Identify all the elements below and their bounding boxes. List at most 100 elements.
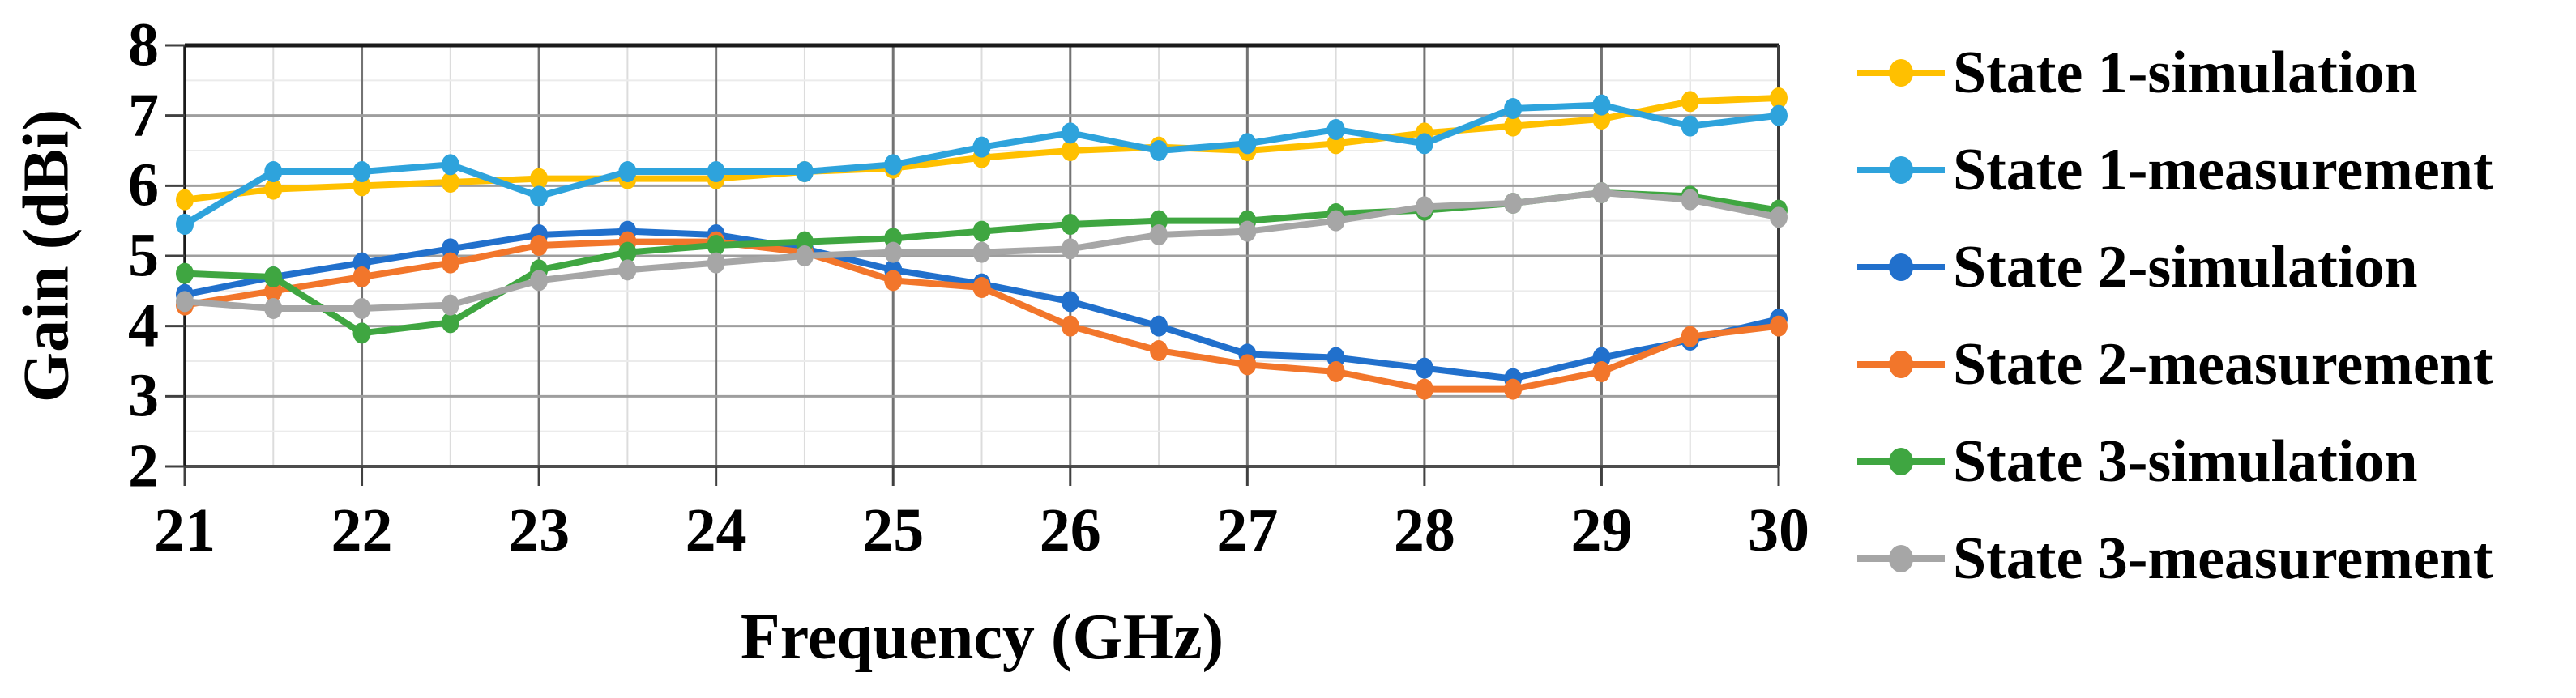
legend-item: State 2-simulation — [1856, 237, 2418, 297]
legend-marker-dot — [1889, 156, 1913, 184]
data-point-marker — [1504, 115, 1523, 137]
x-tick-label: 28 — [1393, 496, 1455, 564]
data-point-marker — [264, 161, 283, 182]
x-axis-title: Frequency (GHz) — [740, 602, 1224, 673]
x-tick-label: 23 — [508, 496, 570, 564]
data-point-marker — [264, 298, 283, 319]
legend-item: State 2-measurement — [1856, 334, 2493, 394]
x-tick-label: 21 — [154, 496, 216, 564]
data-point-marker — [441, 154, 459, 176]
legend-item: State 3-measurement — [1856, 529, 2493, 589]
x-tick-label: 25 — [862, 496, 925, 564]
data-point-marker — [1326, 210, 1345, 232]
data-point-marker — [530, 270, 549, 292]
legend: State 1-simulation State 1-measurement S… — [1856, 0, 2576, 698]
data-point-marker — [1415, 196, 1433, 218]
legend-item-label: State 3-simulation — [1953, 428, 2418, 495]
data-point-marker — [1150, 340, 1168, 361]
data-point-marker — [441, 294, 459, 316]
data-point-marker — [530, 185, 549, 207]
data-point-marker — [972, 220, 991, 242]
data-point-marker — [795, 245, 814, 266]
data-point-marker — [795, 161, 814, 182]
data-point-marker — [1150, 315, 1168, 337]
data-point-marker — [707, 235, 725, 256]
y-tick-label: 5 — [128, 221, 159, 290]
data-point-marker — [352, 161, 371, 182]
data-point-marker — [884, 154, 903, 176]
data-point-marker — [1061, 238, 1079, 260]
legend-item-label: State 2-simulation — [1953, 234, 2418, 300]
data-point-marker — [1061, 291, 1079, 313]
data-point-marker — [1504, 98, 1523, 119]
data-point-marker — [176, 189, 194, 211]
data-point-marker — [618, 241, 637, 263]
legend-item: State 3-simulation — [1856, 432, 2418, 492]
y-axis-title: Gain (dBi) — [11, 109, 83, 403]
legend-marker-dot — [1889, 59, 1913, 87]
y-tick-label: 3 — [128, 361, 159, 430]
data-point-marker — [441, 312, 459, 334]
legend-series-marker-icon — [1857, 545, 1945, 572]
data-point-marker — [1770, 315, 1788, 337]
data-point-marker — [352, 298, 371, 319]
data-point-marker — [1415, 133, 1433, 155]
data-point-marker — [972, 277, 991, 298]
data-point-marker — [1150, 140, 1168, 161]
data-point-marker — [1770, 87, 1788, 109]
legend-series-marker-icon — [1857, 156, 1945, 184]
data-point-marker — [884, 241, 903, 263]
data-point-marker — [1238, 133, 1257, 155]
legend-series-marker-icon — [1857, 59, 1945, 87]
y-tick-label: 7 — [128, 81, 159, 150]
data-point-marker — [352, 322, 371, 344]
data-point-marker — [530, 235, 549, 256]
data-point-marker — [707, 161, 725, 182]
legend-item: State 1-measurement — [1856, 140, 2493, 200]
data-point-marker — [441, 252, 459, 274]
x-tick-label: 30 — [1748, 496, 1809, 564]
data-point-marker — [264, 266, 283, 287]
legend-item: State 1-simulation — [1856, 43, 2418, 103]
data-point-marker — [176, 291, 194, 313]
legend-item-label: State 1-measurement — [1953, 137, 2493, 203]
data-point-marker — [1681, 115, 1699, 137]
data-point-marker — [1061, 214, 1079, 235]
y-tick-label: 6 — [128, 151, 159, 219]
data-point-marker — [1415, 357, 1433, 379]
data-point-marker — [884, 270, 903, 292]
data-point-marker — [1150, 224, 1168, 245]
legend-marker-dot — [1889, 253, 1913, 281]
legend-item-label: State 1-simulation — [1953, 40, 2418, 106]
data-point-marker — [1326, 361, 1345, 382]
legend-marker-dot — [1889, 448, 1913, 475]
legend-marker-dot — [1889, 351, 1913, 378]
data-point-marker — [176, 214, 194, 235]
data-point-marker — [1592, 182, 1611, 203]
data-point-marker — [1238, 354, 1257, 376]
legend-series-marker-icon — [1857, 253, 1945, 281]
data-point-marker — [1415, 378, 1433, 400]
data-point-marker — [707, 252, 725, 274]
data-point-marker — [1326, 119, 1345, 140]
data-point-marker — [441, 172, 459, 193]
data-point-marker — [1592, 361, 1611, 382]
data-point-marker — [1238, 220, 1257, 242]
x-tick-label: 27 — [1216, 496, 1279, 564]
data-point-marker — [1061, 122, 1079, 144]
data-point-marker — [1681, 91, 1699, 113]
data-point-marker — [176, 262, 194, 284]
data-point-marker — [1504, 193, 1523, 214]
data-point-marker — [530, 168, 549, 189]
y-tick-label: 2 — [128, 432, 159, 500]
legend-series-marker-icon — [1857, 351, 1945, 378]
x-tick-label: 26 — [1039, 496, 1101, 564]
data-point-marker — [1681, 326, 1699, 347]
data-point-marker — [1504, 378, 1523, 400]
data-point-marker — [264, 178, 283, 200]
data-point-marker — [1681, 189, 1699, 211]
legend-marker-dot — [1889, 545, 1913, 572]
data-point-marker — [618, 259, 637, 281]
